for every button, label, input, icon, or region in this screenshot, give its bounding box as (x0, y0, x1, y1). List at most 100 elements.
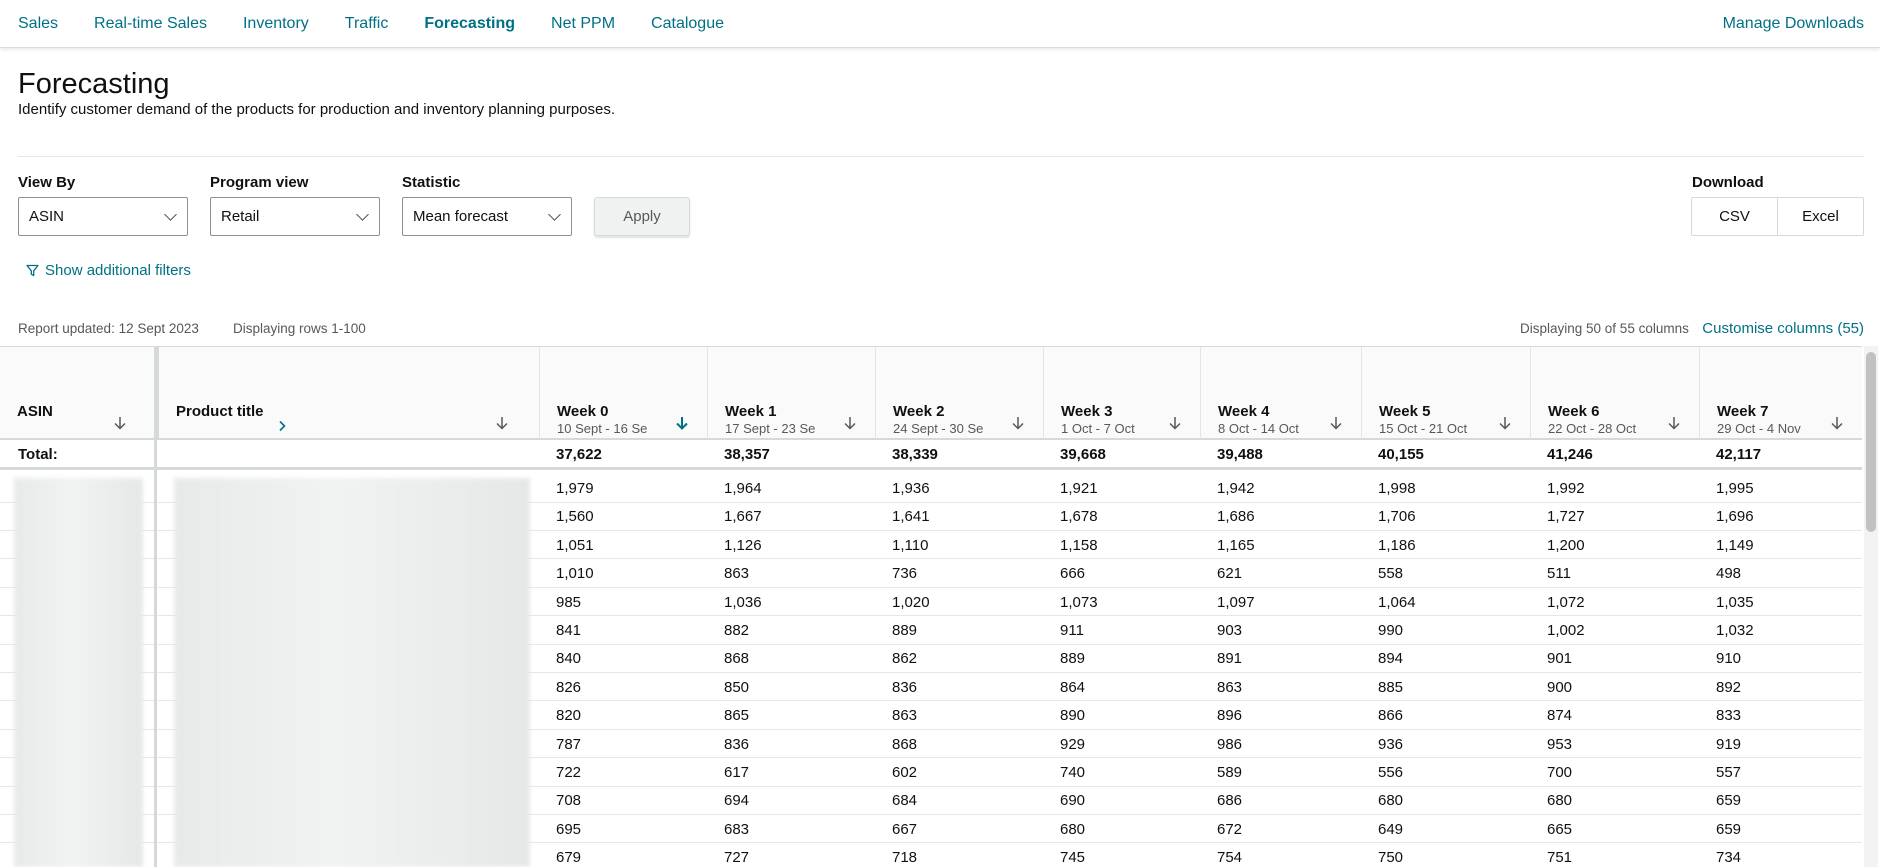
week-total: 39,668 (1060, 446, 1106, 463)
sort-arrow-icon[interactable] (842, 415, 858, 431)
forecast-value: 1,010 (556, 565, 594, 583)
statistic-select[interactable]: Mean forecast (402, 197, 572, 236)
week-header-label: Week 0 (557, 403, 609, 420)
table-row[interactable]: 820 865 863 890 896 866 874 833 (0, 701, 1862, 730)
forecast-value: 900 (1547, 678, 1573, 696)
column-header-week-2[interactable]: Week 2 24 Sept - 30 Se (875, 347, 1043, 439)
week-date-range: 29 Oct - 4 Nov (1717, 421, 1801, 436)
table-row[interactable]: 787 836 868 929 986 936 953 919 (0, 730, 1862, 759)
forecast-value: 865 (724, 707, 750, 725)
vertical-scrollbar[interactable] (1864, 346, 1878, 867)
product-titles-redacted (174, 478, 530, 867)
forecast-value: 826 (556, 678, 582, 696)
customise-columns-link[interactable]: Customise columns (55) (1702, 320, 1864, 337)
statistic-value: Mean forecast (413, 208, 509, 225)
tab-sales[interactable]: Sales (18, 15, 59, 32)
column-header-week-6[interactable]: Week 6 22 Oct - 28 Oct (1530, 347, 1699, 439)
download-csv-button[interactable]: CSV (1719, 208, 1750, 225)
forecast-value: 1,696 (1716, 508, 1754, 526)
forecast-value: 680 (1378, 792, 1404, 810)
forecast-value: 695 (556, 820, 582, 838)
table-row[interactable]: 841 882 889 911 903 990 1,002 1,032 (0, 616, 1862, 645)
program-view-select[interactable]: Retail (210, 197, 380, 236)
forecast-value: 787 (556, 735, 582, 753)
sort-arrow-icon[interactable] (1328, 415, 1344, 431)
column-header-week-1[interactable]: Week 1 17 Sept - 23 Se (707, 347, 875, 439)
column-header-week-5[interactable]: Week 5 15 Oct - 21 Oct (1361, 347, 1530, 439)
chevron-down-icon (164, 208, 177, 221)
table-row[interactable]: 679 727 718 745 754 750 751 734 (0, 843, 1862, 867)
forecast-value: 894 (1378, 650, 1404, 668)
forecast-table: ASIN Product title Week 0 10 Sept - 16 Se… (0, 346, 1862, 867)
table-row[interactable]: 1,051 1,126 1,110 1,158 1,165 1,186 1,200 1,149 (0, 531, 1862, 560)
tab-catalogue[interactable]: Catalogue (651, 15, 724, 32)
forecast-value: 1,158 (1060, 536, 1098, 554)
forecast-value: 1,921 (1060, 480, 1098, 497)
table-row[interactable]: 985 1,036 1,020 1,073 1,097 1,064 1,072 1,035 (0, 588, 1862, 617)
table-row[interactable]: 708 694 684 690 686 680 680 659 (0, 786, 1862, 815)
sort-arrow-icon[interactable] (1829, 415, 1845, 431)
forecast-value: 1,200 (1547, 536, 1585, 554)
week-header-label: Week 5 (1379, 403, 1431, 420)
table-row[interactable]: 826 850 836 864 863 885 900 892 (0, 673, 1862, 702)
column-header-asin[interactable]: ASIN (0, 347, 156, 439)
statistic-label: Statistic (402, 174, 461, 191)
week-total: 37,622 (556, 446, 602, 463)
forecast-value: 751 (1547, 849, 1573, 867)
forecast-value: 1,097 (1217, 593, 1255, 611)
column-header-week-7[interactable]: Week 7 29 Oct - 4 Nov (1699, 347, 1862, 439)
product-title-header-label: Product title (176, 403, 264, 420)
forecast-value: 700 (1547, 764, 1573, 781)
column-header-week-0[interactable]: Week 0 10 Sept - 16 Se (539, 347, 707, 439)
week-date-range: 8 Oct - 14 Oct (1218, 421, 1299, 436)
download-button-group: CSV Excel (1691, 197, 1864, 236)
column-header-product-title[interactable]: Product title (156, 347, 539, 439)
scrollbar-thumb[interactable] (1866, 352, 1876, 532)
view-by-value: ASIN (29, 208, 65, 225)
table-row[interactable]: 722 617 602 740 589 556 700 557 (0, 758, 1862, 787)
table-row[interactable]: 840 868 862 889 891 894 901 910 (0, 644, 1862, 673)
forecast-value: 722 (556, 764, 582, 781)
chevron-right-icon[interactable] (277, 420, 287, 432)
sort-arrow-icon[interactable] (494, 415, 510, 431)
forecast-value: 1,073 (1060, 593, 1098, 611)
manage-downloads-link[interactable]: Manage Downloads (1722, 15, 1864, 32)
forecast-value: 750 (1378, 849, 1404, 867)
download-excel-button[interactable]: Excel (1777, 198, 1863, 235)
show-additional-filters-link[interactable]: Show additional filters (26, 262, 191, 279)
tab-real-time-sales[interactable]: Real-time Sales (94, 15, 207, 32)
asin-header-label: ASIN (17, 403, 53, 420)
forecast-value: 556 (1378, 764, 1404, 781)
table-row[interactable]: 1,979 1,964 1,936 1,921 1,942 1,998 1,992 1,995 (0, 474, 1862, 503)
sort-arrow-icon[interactable] (1666, 415, 1682, 431)
sort-arrow-icon[interactable] (1167, 415, 1183, 431)
forecast-value: 986 (1217, 735, 1243, 753)
tab-forecasting[interactable]: Forecasting (424, 15, 516, 32)
tab-traffic[interactable]: Traffic (344, 15, 389, 32)
forecast-value: 863 (1217, 678, 1243, 696)
forecast-value: 649 (1378, 820, 1404, 838)
table-row[interactable]: 1,010 863 736 666 621 558 511 498 (0, 559, 1862, 588)
sort-arrow-icon[interactable] (112, 415, 128, 431)
forecast-value: 754 (1217, 849, 1243, 867)
forecast-value: 885 (1378, 678, 1404, 696)
sort-arrow-icon[interactable] (1010, 415, 1026, 431)
forecast-value: 1,992 (1547, 480, 1585, 497)
week-total: 38,357 (724, 446, 770, 463)
tab-inventory[interactable]: Inventory (242, 15, 309, 32)
forecast-value: 890 (1060, 707, 1086, 725)
forecast-value: 1,727 (1547, 508, 1585, 526)
chevron-down-icon (548, 208, 561, 221)
table-row[interactable]: 695 683 667 680 672 649 665 659 (0, 815, 1862, 844)
forecast-value: 1,995 (1716, 480, 1754, 497)
forecast-value: 679 (556, 849, 582, 867)
program-view-value: Retail (221, 208, 260, 225)
apply-button[interactable]: Apply (594, 197, 690, 236)
sort-arrow-icon[interactable] (1497, 415, 1513, 431)
sort-arrow-icon[interactable] (674, 415, 690, 431)
table-row[interactable]: 1,560 1,667 1,641 1,678 1,686 1,706 1,727 1,696 (0, 502, 1862, 531)
tab-net-ppm[interactable]: Net PPM (551, 15, 616, 32)
view-by-select[interactable]: ASIN (18, 197, 188, 236)
